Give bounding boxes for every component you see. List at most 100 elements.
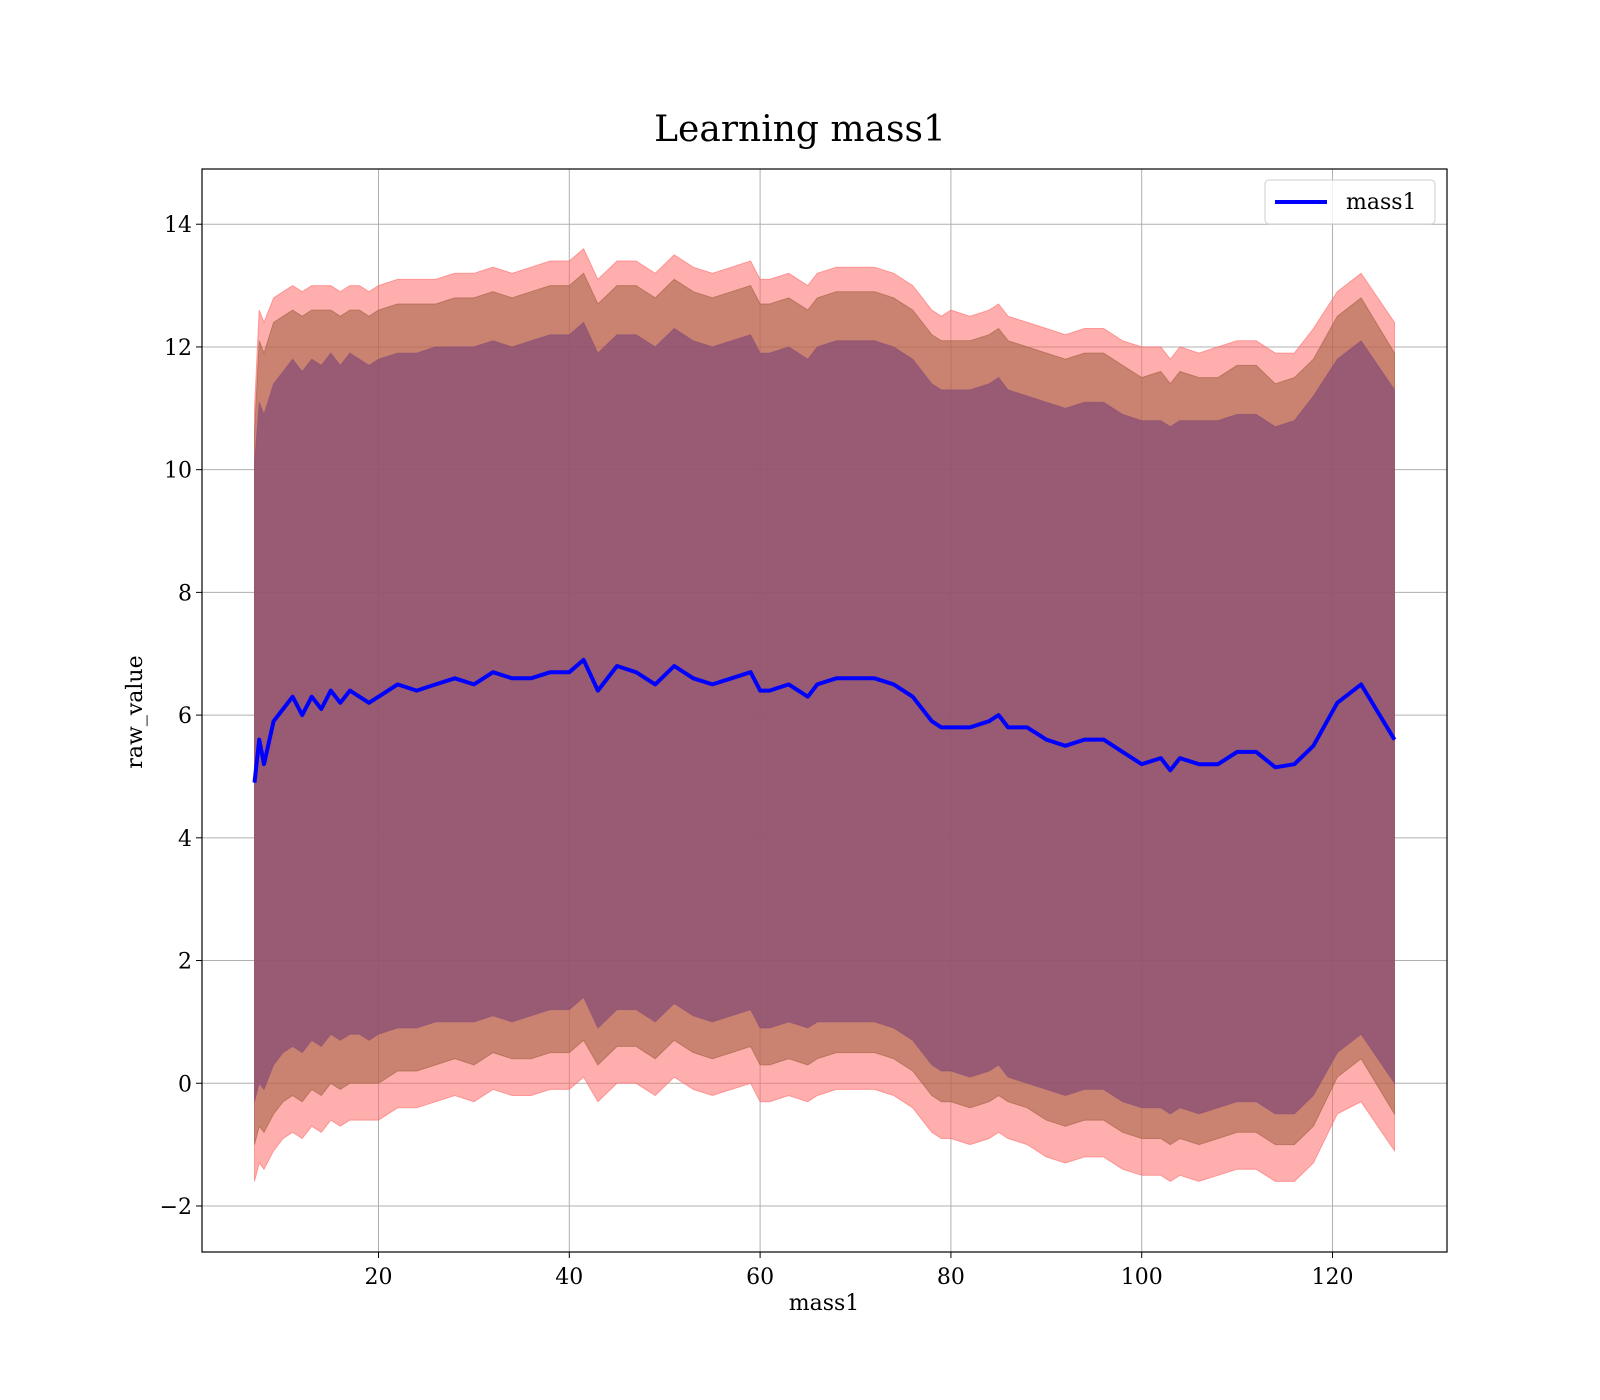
data-point [435, 683, 437, 685]
data-point [282, 708, 284, 710]
series-lines [252, 657, 1397, 784]
y-tick-label: 2 [178, 950, 192, 975]
data-point [301, 714, 303, 716]
series-line-0 [252, 657, 1397, 783]
data-point [912, 696, 914, 698]
data-point [339, 702, 341, 704]
data-point [750, 671, 752, 673]
y-axis-label: raw_value [123, 655, 148, 768]
x-tick-label: 80 [937, 1265, 965, 1290]
x-tick-label: 60 [746, 1265, 774, 1290]
data-point [940, 726, 942, 728]
data-point [1198, 763, 1200, 765]
data-point [320, 708, 322, 710]
data-point [1026, 726, 1028, 728]
data-point [816, 683, 818, 685]
y-tick-label: −2 [160, 1195, 192, 1220]
data-point [1312, 745, 1314, 747]
data-point [874, 677, 876, 679]
data-point [416, 690, 418, 692]
data-point [1236, 751, 1238, 753]
x-ticks: 20 40 60 80 100 120 [364, 1252, 1354, 1290]
data-point [1169, 769, 1171, 771]
data-point [454, 677, 456, 679]
data-point [635, 671, 637, 673]
data-point [349, 690, 351, 692]
data-point [292, 696, 294, 698]
data-point [950, 726, 952, 728]
data-point [549, 671, 551, 673]
y-tick-label: 6 [178, 704, 192, 729]
band-2 [254, 321, 1395, 1115]
y-tick-label: 10 [164, 459, 192, 484]
data-point [931, 720, 933, 722]
data-point [969, 726, 971, 728]
data-point [1336, 702, 1338, 704]
data-point [835, 677, 837, 679]
data-point [330, 690, 332, 692]
data-point [1122, 751, 1124, 753]
data-point [1255, 751, 1257, 753]
data-point [311, 696, 313, 698]
y-ticks: −2 0 2 4 6 8 10 12 14 [160, 213, 202, 1220]
data-point [568, 671, 570, 673]
data-point [807, 696, 809, 698]
data-point [998, 714, 1000, 716]
data-point [511, 677, 513, 679]
data-point [273, 720, 275, 722]
legend-label-mass1: mass1 [1346, 190, 1417, 215]
data-point [358, 696, 360, 698]
data-point [1274, 766, 1276, 768]
data-point [1007, 726, 1009, 728]
data-point [473, 683, 475, 685]
data-point [711, 683, 713, 685]
data-point [1217, 763, 1219, 765]
y-tick-label: 12 [164, 336, 192, 361]
data-point [492, 671, 494, 673]
data-point [1360, 683, 1362, 685]
data-point [368, 702, 370, 704]
x-tick-label: 20 [364, 1265, 392, 1290]
data-point [1160, 757, 1162, 759]
x-tick-label: 120 [1312, 1265, 1354, 1290]
confidence-bands [254, 247, 1395, 1182]
data-point [583, 659, 585, 661]
data-point [855, 677, 856, 679]
data-point [254, 782, 255, 784]
data-point [759, 690, 761, 692]
x-axis-label: mass1 [789, 1291, 860, 1316]
data-point [654, 683, 656, 685]
y-tick-label: 4 [178, 827, 192, 852]
x-tick-label: 40 [555, 1265, 583, 1290]
data-point [1084, 739, 1085, 741]
y-tick-label: 0 [178, 1072, 192, 1097]
data-point [397, 683, 399, 685]
data-point [1141, 763, 1143, 765]
data-point [1045, 739, 1047, 741]
data-point [1064, 745, 1066, 747]
chart-title: Learning mass1 [654, 109, 946, 150]
plot-frame [201, 168, 1448, 1253]
data-point [692, 677, 694, 679]
data-point [1394, 739, 1395, 741]
data-point [258, 739, 260, 741]
y-tick-label: 14 [164, 213, 192, 238]
data-point [731, 677, 732, 679]
data-point [769, 690, 771, 692]
data-point [893, 683, 895, 685]
data-point [530, 677, 532, 679]
data-point [263, 763, 265, 765]
data-point [1293, 763, 1295, 765]
x-tick-label: 100 [1121, 1265, 1163, 1290]
data-point [673, 665, 675, 667]
data-point [1103, 739, 1105, 741]
legend-box [1264, 179, 1436, 225]
legend: mass1 [1264, 179, 1436, 225]
data-point [616, 665, 618, 667]
data-point [1179, 757, 1181, 759]
data-point [988, 720, 990, 722]
data-point [788, 683, 790, 685]
data-point [597, 690, 599, 692]
y-tick-label: 8 [178, 581, 192, 606]
